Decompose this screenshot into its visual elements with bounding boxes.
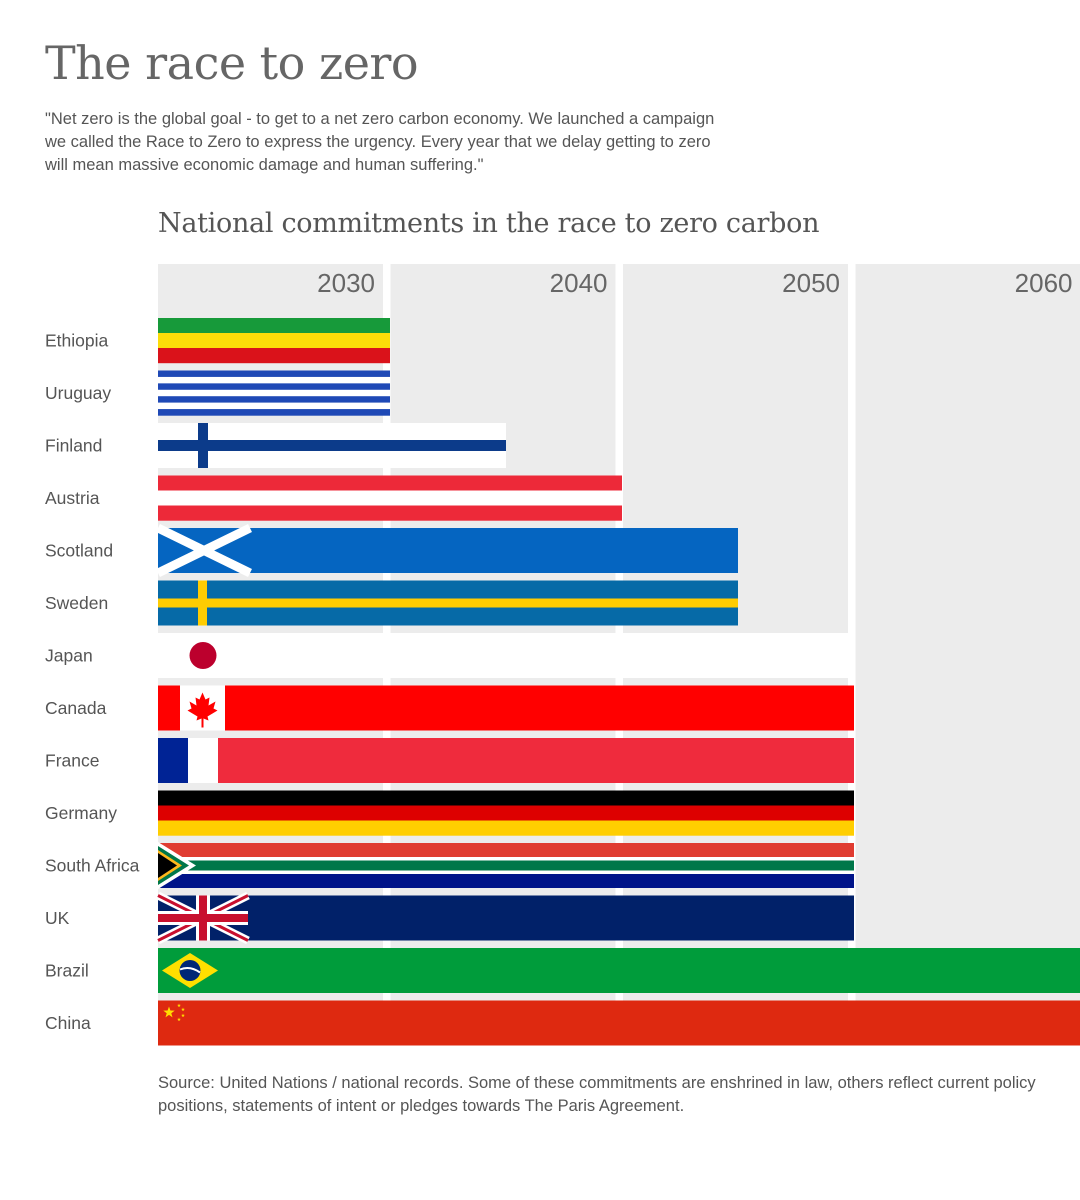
flag-bar-chart: 2030 2040 2050 2060 Ethiopia Uruguay Finland A… bbox=[45, 264, 1080, 1046]
ethiopia-stripe bbox=[158, 318, 390, 334]
uruguay-stripe bbox=[158, 396, 390, 403]
bars bbox=[156, 318, 1080, 1046]
bar-china bbox=[158, 1000, 1080, 1046]
ethiopia-stripe bbox=[158, 333, 390, 349]
china-small-star bbox=[177, 1017, 181, 1022]
bar-scotland bbox=[156, 523, 738, 578]
category-label-canada: Canada bbox=[45, 698, 107, 718]
x-tick-label: 2030 bbox=[317, 268, 375, 298]
uruguay-stripe bbox=[158, 383, 390, 390]
category-label-austria: Austria bbox=[45, 488, 100, 508]
china-large-star bbox=[163, 1006, 175, 1018]
germany-stripe bbox=[158, 805, 854, 821]
bar-finland bbox=[158, 423, 506, 468]
page-title: The race to zero bbox=[45, 36, 419, 90]
bar-uruguay bbox=[158, 370, 390, 416]
category-label-uk: UK bbox=[45, 908, 70, 928]
category-label-germany: Germany bbox=[45, 803, 117, 823]
austria-stripe bbox=[158, 505, 622, 521]
uruguay-stripe bbox=[158, 370, 390, 378]
uruguay-stripe bbox=[158, 402, 390, 410]
bar-japan bbox=[158, 633, 854, 678]
uruguay-stripe bbox=[158, 376, 390, 384]
category-label-south-africa: South Africa bbox=[45, 856, 140, 876]
china-small-star bbox=[181, 1007, 185, 1012]
x-tick-label: 2040 bbox=[550, 268, 608, 298]
source-note: Source: United Nations / national record… bbox=[158, 1074, 1036, 1115]
bar-south-africa bbox=[158, 842, 854, 889]
chart-title: National commitments in the race to zero… bbox=[158, 208, 820, 239]
uruguay-stripe bbox=[158, 389, 390, 397]
category-label-ethiopia: Ethiopia bbox=[45, 331, 109, 351]
uruguay-stripe bbox=[158, 409, 390, 416]
category-label-china: China bbox=[45, 1013, 91, 1033]
bar-canada bbox=[158, 685, 854, 731]
category-label-japan: Japan bbox=[45, 646, 93, 666]
bar-france bbox=[158, 738, 854, 783]
bar-germany bbox=[158, 790, 854, 836]
category-label-sweden: Sweden bbox=[45, 593, 108, 613]
category-label-brazil: Brazil bbox=[45, 961, 89, 981]
category-label-france: France bbox=[45, 751, 99, 771]
decade-band-2060 bbox=[855, 264, 1080, 1046]
bar-ethiopia bbox=[158, 318, 390, 364]
bar-brazil bbox=[158, 948, 1080, 993]
bar-austria bbox=[158, 475, 622, 521]
intro-quote: "Net zero is the global goal - to get to… bbox=[45, 110, 715, 174]
germany-stripe bbox=[158, 820, 854, 836]
bar-sweden bbox=[158, 580, 738, 626]
category-label-finland: Finland bbox=[45, 436, 102, 456]
category-label-uruguay: Uruguay bbox=[45, 383, 111, 403]
germany-stripe bbox=[158, 790, 854, 806]
bar-uk bbox=[156, 891, 854, 945]
china-small-star bbox=[181, 1013, 185, 1018]
x-tick-label: 2050 bbox=[782, 268, 840, 298]
austria-stripe bbox=[158, 475, 622, 491]
category-labels: Ethiopia Uruguay Finland Austria Scotland Swe… bbox=[45, 331, 140, 1034]
category-label-scotland: Scotland bbox=[45, 541, 113, 561]
china-small-star bbox=[177, 1003, 181, 1008]
ethiopia-stripe bbox=[158, 348, 390, 364]
austria-stripe bbox=[158, 490, 622, 506]
x-tick-label: 2060 bbox=[1015, 268, 1073, 298]
